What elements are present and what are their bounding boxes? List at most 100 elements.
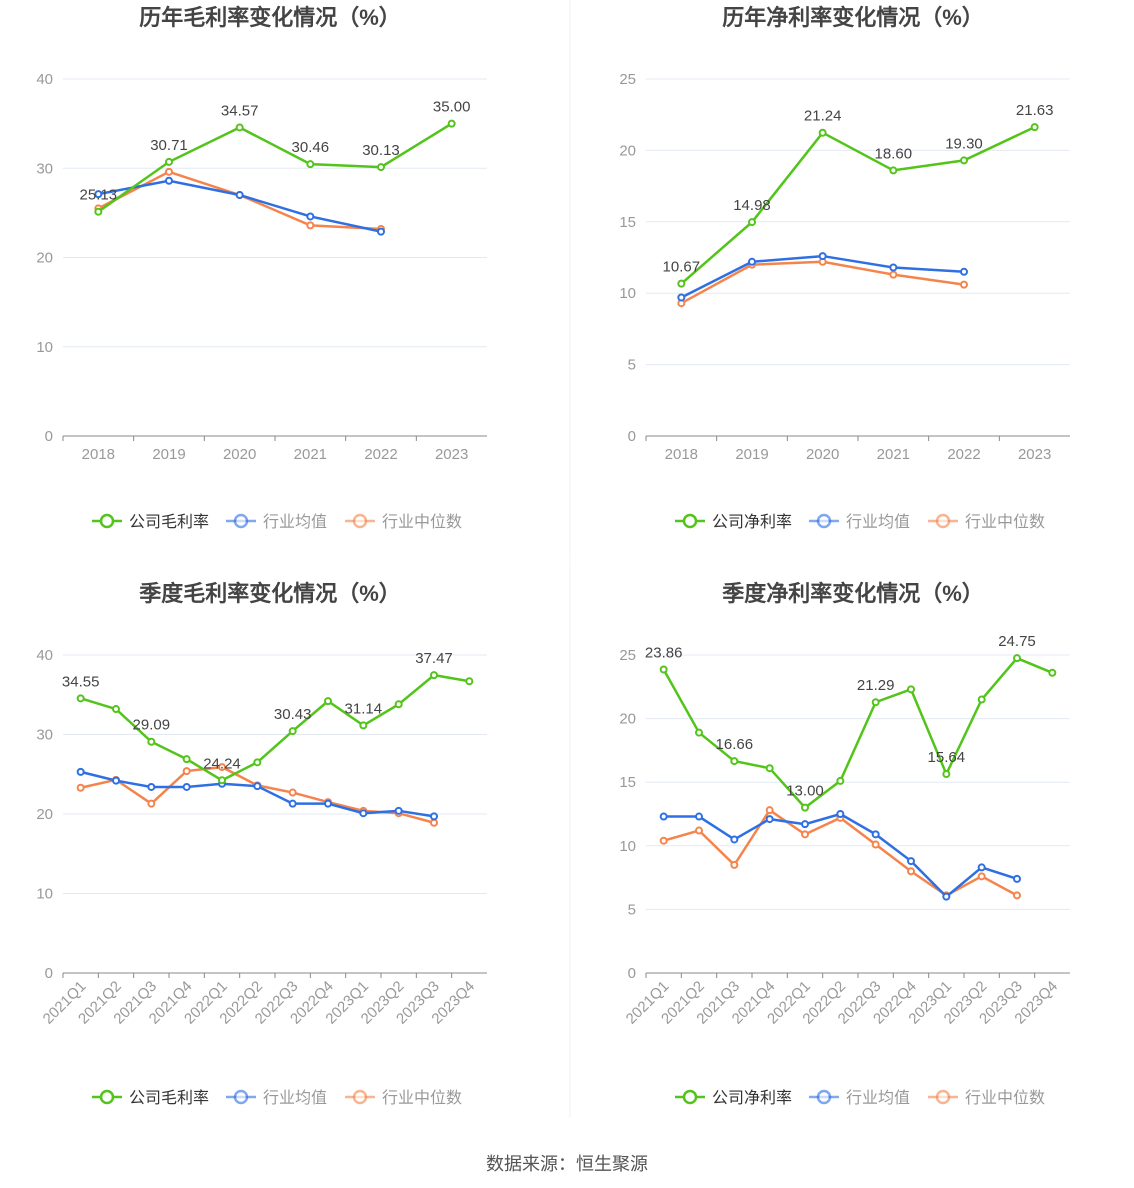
legend-item-2[interactable]: 行业中位数 <box>345 513 462 531</box>
data-label: 13.00 <box>786 783 824 800</box>
y-tick-label: 0 <box>45 428 53 445</box>
data-point <box>960 267 968 276</box>
legend-item-0[interactable]: 公司毛利率 <box>92 513 209 531</box>
legend-label: 公司净利率 <box>712 1089 792 1107</box>
data-point <box>1013 654 1021 663</box>
legend-label: 公司毛利率 <box>129 1089 209 1107</box>
series-line-1 <box>98 179 382 233</box>
data-point <box>1048 668 1057 677</box>
data-point <box>430 671 438 680</box>
data-point <box>871 830 880 839</box>
x-tick-label: 2022 <box>947 446 980 463</box>
legend-item-1[interactable]: 行业均值 <box>809 1089 910 1107</box>
series-line-1 <box>80 770 435 818</box>
x-tick-label: 2023 <box>1018 446 1051 463</box>
data-point <box>182 767 191 776</box>
x-tick-label: 2023 <box>435 446 468 463</box>
data-label: 31.14 <box>345 700 383 717</box>
legend-label: 行业中位数 <box>382 513 462 531</box>
data-point <box>836 810 845 818</box>
data-point <box>430 812 438 821</box>
data-point <box>94 207 103 216</box>
data-point <box>748 218 756 227</box>
chart-title: 季度毛利率变化情况（%） <box>139 581 401 606</box>
chart-panel-1: 历年毛利率变化情况（%） 0 10 20 30 40 2018 2019 2020 2021 202… <box>36 5 487 531</box>
data-label: 21.29 <box>857 677 895 694</box>
legend-item-2[interactable]: 行业中位数 <box>928 513 1045 531</box>
data-label: 34.55 <box>62 673 100 690</box>
data-point <box>165 157 173 166</box>
data-point <box>871 840 880 849</box>
legend-label: 行业均值 <box>846 1089 910 1107</box>
legend-item-0[interactable]: 公司净利率 <box>675 513 792 531</box>
legend-item-0[interactable]: 公司净利率 <box>675 1089 792 1107</box>
data-point <box>306 160 315 169</box>
legend-item-2[interactable]: 行业中位数 <box>345 1089 462 1107</box>
legend-item-1[interactable]: 行业均值 <box>226 1089 327 1107</box>
x-tick-label: 2018 <box>665 446 698 463</box>
data-point <box>659 812 668 821</box>
data-label: 10.67 <box>663 259 701 276</box>
data-point <box>1030 123 1039 132</box>
data-label: 30.46 <box>292 139 330 156</box>
data-label: 21.63 <box>1016 102 1054 119</box>
data-label: 15.64 <box>928 749 966 766</box>
data-point <box>695 812 703 821</box>
data-label: 25.13 <box>80 187 118 204</box>
legend-item-1[interactable]: 行业均值 <box>809 513 910 531</box>
data-label: 30.43 <box>274 706 312 723</box>
chart-title: 季度净利率变化情况（%） <box>722 581 984 606</box>
data-point <box>748 257 756 266</box>
data-point <box>977 863 986 872</box>
legend-circle-icon <box>816 513 832 529</box>
series-line-0 <box>97 122 453 213</box>
legend-circle-icon <box>935 1089 951 1105</box>
y-tick-label: 20 <box>36 250 53 267</box>
data-point <box>907 867 915 876</box>
data-point <box>324 799 332 808</box>
data-label: 35.00 <box>433 99 471 116</box>
data-point <box>871 698 880 707</box>
data-point <box>907 685 915 694</box>
data-point <box>942 770 951 779</box>
data-point <box>147 799 156 808</box>
data-point <box>730 835 739 844</box>
legend-label: 行业均值 <box>263 513 327 531</box>
data-point <box>801 820 809 829</box>
data-point <box>659 836 668 845</box>
data-label: 23.86 <box>645 645 683 662</box>
data-point <box>889 166 898 175</box>
data-point <box>695 826 703 835</box>
data-point <box>801 803 809 812</box>
legend-circle-icon <box>233 1089 249 1105</box>
series-line-0 <box>680 125 1036 285</box>
data-point <box>324 697 332 706</box>
data-point <box>76 767 85 776</box>
data-point <box>112 705 120 714</box>
data-point <box>182 782 191 791</box>
x-tick-label: 2019 <box>152 446 185 463</box>
data-source: 数据来源：恒生聚源 <box>486 1154 648 1174</box>
data-label: 34.57 <box>221 102 259 119</box>
legend-circle-icon <box>352 1089 368 1105</box>
legend-item-0[interactable]: 公司毛利率 <box>92 1089 209 1107</box>
y-tick-label: 10 <box>619 838 636 855</box>
y-tick-label: 5 <box>628 901 636 918</box>
data-point <box>218 776 226 785</box>
chart-panel-4: 季度净利率变化情况（%）05101520252021Q12021Q22021Q3… <box>619 581 1070 1107</box>
data-point <box>730 860 739 869</box>
x-tick-label: 2020 <box>223 446 256 463</box>
data-point <box>960 280 968 289</box>
legend-circle-icon <box>935 513 951 529</box>
data-label: 14.98 <box>733 197 771 214</box>
y-tick-label: 5 <box>628 357 636 374</box>
data-point <box>801 830 809 839</box>
data-point <box>94 190 103 199</box>
y-tick-label: 10 <box>619 285 636 302</box>
data-label: 37.47 <box>415 650 453 667</box>
data-point <box>165 167 173 176</box>
legend-item-1[interactable]: 行业均值 <box>226 513 327 531</box>
legend-item-2[interactable]: 行业中位数 <box>928 1089 1045 1107</box>
data-point <box>359 809 368 818</box>
